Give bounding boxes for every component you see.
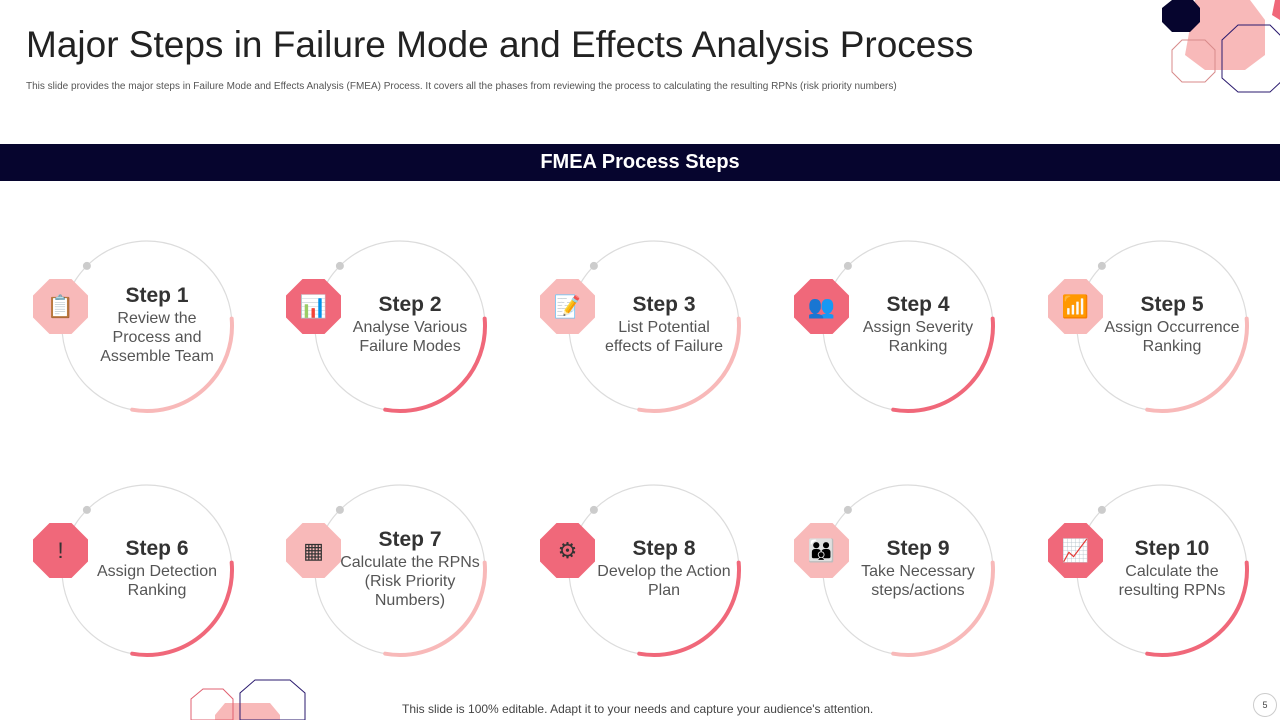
step-label: Step 7 xyxy=(378,527,442,551)
step-description: Assign Occurrence Ranking xyxy=(1104,319,1240,355)
team-discussion-icon: 👥 xyxy=(794,279,849,334)
step-text: Step 5 Assign Occurrence Ranking xyxy=(1102,292,1242,356)
brain-gear-icon: ⚙ xyxy=(540,523,595,578)
step-label: Step 6 xyxy=(125,537,189,560)
step-progress-arc xyxy=(637,560,741,657)
step-text: Step 8 Develop the Action Plan xyxy=(594,536,734,600)
step-label: Step 1 xyxy=(125,283,189,307)
step-label: Step 10 xyxy=(1134,537,1210,560)
step-card: 👪 Step 9 Take Necessary steps/actions xyxy=(788,475,1048,665)
step-card: 📶 Step 5 Assign Occurrence Ranking xyxy=(1042,231,1280,421)
step-text: Step 7 Calculate the RPNs (Risk Priority … xyxy=(340,527,480,610)
document-edit-icon: 📝 xyxy=(540,279,595,334)
ring-dot xyxy=(335,505,344,514)
ring-dot xyxy=(589,261,598,270)
step-progress-arc xyxy=(1145,560,1249,657)
clipboard-search-icon: 📋 xyxy=(33,279,88,334)
ring-dot xyxy=(843,261,852,270)
step-card: 👥 Step 4 Assign Severity Ranking xyxy=(788,231,1048,421)
step-card: ! Step 6 Assign Detection Ranking xyxy=(27,475,287,665)
step-card: 📋 Step 1 Review the Process and Assemble … xyxy=(27,231,287,421)
people-icon: 👪 xyxy=(794,523,849,578)
step-text: Step 2 Analyse Various Failure Modes xyxy=(340,292,480,356)
step-progress-arc xyxy=(891,560,995,657)
step-progress-arc xyxy=(1145,316,1249,413)
step-description: Review the Process and Assemble Team xyxy=(100,309,214,365)
step-description: List Potential effects of Failure xyxy=(605,319,723,355)
step-label: Step 3 xyxy=(632,293,696,316)
page-title: Major Steps in Failure Mode and Effects … xyxy=(26,24,974,65)
step-text: Step 1 Review the Process and Assemble Te… xyxy=(87,283,227,366)
footer-note: This slide is 100% editable. Adapt it to… xyxy=(402,702,874,716)
step-card: ⚙ Step 8 Develop the Action Plan xyxy=(534,475,794,665)
page-subtitle: This slide provides the major steps in F… xyxy=(26,81,897,92)
step-card: 📝 Step 3 List Potential effects of Failur… xyxy=(534,231,794,421)
step-card: 📊 Step 2 Analyse Various Failure Modes xyxy=(280,231,540,421)
step-ring xyxy=(1076,484,1249,657)
calculator-icon: ▦ xyxy=(286,523,341,578)
decorative-octagons-bottom xyxy=(190,679,306,720)
step-text: Step 10 Calculate the resulting RPNs xyxy=(1102,536,1242,600)
ring-dot xyxy=(82,505,91,514)
alert-icon: ! xyxy=(33,523,88,578)
step-description: Assign Detection Ranking xyxy=(96,563,218,599)
step-label: Step 4 xyxy=(886,293,950,316)
ring-dot xyxy=(843,505,852,514)
ring-dot xyxy=(335,261,344,270)
step-text: Step 3 List Potential effects of Failure xyxy=(594,292,734,356)
step-progress-arc xyxy=(130,316,234,413)
step-card: ▦ Step 7 Calculate the RPNs (Risk Priorit… xyxy=(280,475,540,665)
step-text: Step 6 Assign Detection Ranking xyxy=(87,536,227,600)
step-progress-arc xyxy=(383,560,487,657)
ring-dot xyxy=(1097,261,1106,270)
step-description: Calculate the resulting RPNs xyxy=(1118,563,1226,599)
step-progress-arc xyxy=(383,316,487,413)
step-label: Step 9 xyxy=(886,537,950,560)
step-progress-arc xyxy=(130,560,234,657)
ring-dot xyxy=(82,261,91,270)
report-chart-icon: 📈 xyxy=(1048,523,1103,578)
step-description: Calculate the RPNs (Risk Priority Number… xyxy=(340,553,480,609)
step-label: Step 8 xyxy=(632,537,696,560)
bar-chart-icon: 📶 xyxy=(1048,279,1103,334)
decorative-octagons-top xyxy=(1162,0,1280,93)
step-text: Step 4 Assign Severity Ranking xyxy=(848,292,988,356)
step-description: Take Necessary steps/actions xyxy=(861,563,975,599)
section-banner: FMEA Process Steps xyxy=(0,144,1280,181)
step-card: 📈 Step 10 Calculate the resulting RPNs xyxy=(1042,475,1280,665)
presentation-analysis-icon: 📊 xyxy=(286,279,341,334)
step-text: Step 9 Take Necessary steps/actions xyxy=(848,536,988,600)
page-number: 5 xyxy=(1253,693,1277,717)
ring-dot xyxy=(1097,505,1106,514)
step-description: Develop the Action Plan xyxy=(597,563,731,599)
step-label: Step 5 xyxy=(1140,293,1204,316)
step-description: Analyse Various Failure Modes xyxy=(352,319,468,355)
step-description: Assign Severity Ranking xyxy=(862,319,974,355)
step-label: Step 2 xyxy=(378,293,442,316)
step-progress-arc xyxy=(637,316,741,413)
step-progress-arc xyxy=(891,316,995,413)
ring-dot xyxy=(589,505,598,514)
